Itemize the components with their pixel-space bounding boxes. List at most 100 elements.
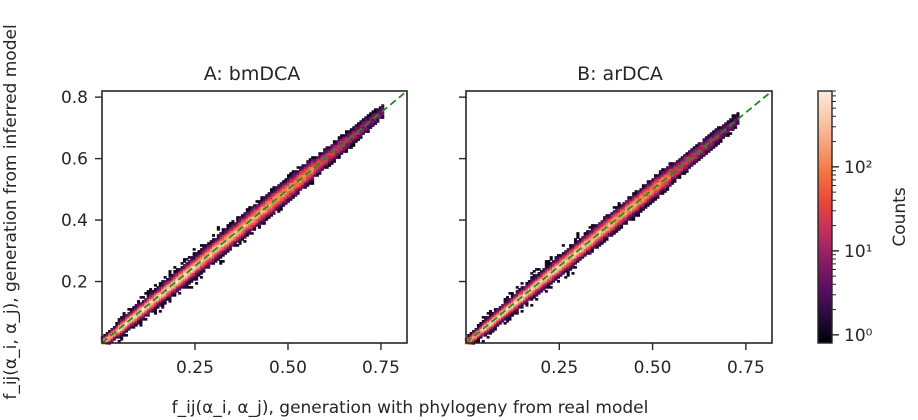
density-cell (262, 216, 266, 219)
density-cell (192, 256, 196, 259)
density-cell (554, 278, 558, 281)
density-cell (340, 148, 344, 151)
density-cell (129, 320, 133, 323)
density-cell (291, 178, 295, 181)
density-cell (299, 180, 303, 183)
density-cell (712, 134, 716, 137)
density-cell (532, 278, 536, 281)
density-cell (726, 120, 730, 123)
density-cell (527, 294, 531, 297)
density-cell (185, 262, 189, 265)
density-cell (607, 220, 611, 223)
density-cell (561, 252, 565, 255)
density-cell (692, 156, 696, 159)
density-cell (158, 300, 162, 303)
density-cell (515, 310, 519, 313)
density-cell (245, 218, 249, 221)
density-cell (590, 226, 594, 229)
density-cell (253, 224, 257, 227)
density-cell (108, 336, 112, 339)
density-cell (354, 128, 358, 131)
density-cell (658, 192, 662, 195)
density-cell (301, 178, 305, 181)
density-cell (233, 230, 237, 233)
density-cell (680, 166, 684, 169)
density-cell (289, 182, 293, 185)
density-cell (484, 330, 488, 333)
density-cell (265, 218, 269, 221)
density-cell (469, 336, 473, 339)
density-cell (320, 158, 324, 161)
density-cell (690, 148, 694, 151)
density-cell (192, 254, 196, 257)
density-cell (552, 268, 556, 271)
density-cell (241, 222, 245, 225)
density-cell (308, 164, 312, 167)
density-cell (248, 224, 252, 227)
density-cell (330, 154, 334, 157)
density-cell (248, 228, 252, 231)
density-cell (530, 272, 534, 275)
density-cell (513, 298, 517, 301)
density-cell (700, 150, 704, 153)
density-cell (566, 248, 570, 251)
density-cell (690, 150, 694, 153)
density-cell (547, 264, 551, 267)
density-cell (168, 298, 172, 301)
density-cell (337, 140, 341, 143)
density-cell (670, 176, 674, 179)
density-cell (484, 328, 488, 331)
density-cell (357, 138, 361, 141)
density-cell (195, 274, 199, 277)
density-cell (248, 206, 252, 209)
density-cell (134, 314, 138, 317)
density-cell (361, 130, 365, 133)
density-cell (233, 228, 237, 231)
density-cell (129, 324, 133, 327)
density-cell (279, 202, 283, 205)
density-cell (277, 202, 281, 205)
density-cell (583, 234, 587, 237)
density-cell (245, 230, 249, 233)
density-cell (144, 292, 148, 295)
density-cell (286, 180, 290, 183)
density-cell (265, 194, 269, 197)
density-cell (549, 280, 553, 283)
density-cell (277, 208, 281, 211)
density-cell (250, 212, 254, 215)
density-cell (219, 262, 223, 265)
density-cell (556, 262, 560, 265)
density-cell (479, 324, 483, 327)
density-cell (675, 176, 679, 179)
density-cell (161, 296, 165, 299)
density-cell (518, 306, 522, 309)
density-cell (690, 152, 694, 155)
density-cell (615, 220, 619, 223)
density-cell (583, 250, 587, 253)
density-cell (153, 308, 157, 311)
density-cell (590, 240, 594, 243)
density-cell (634, 214, 638, 217)
density-cell (595, 230, 599, 233)
density-cell (296, 182, 300, 185)
density-cell (192, 272, 196, 275)
density-cell (238, 220, 242, 223)
density-cell (513, 304, 517, 307)
density-cell (670, 166, 674, 169)
density-cell (658, 172, 662, 175)
density-cell (559, 270, 563, 273)
density-cell (539, 280, 544, 283)
density-cell (175, 276, 179, 279)
density-cell (520, 292, 524, 295)
density-cell (212, 240, 216, 243)
density-cell (294, 170, 298, 173)
density-cell (151, 308, 155, 311)
density-cell (332, 152, 336, 155)
density-cell (549, 266, 553, 269)
density-cell (586, 252, 590, 255)
density-cell (137, 302, 141, 305)
density-cell (554, 272, 558, 275)
density-cell (506, 306, 510, 309)
density-cell (219, 232, 223, 235)
density-cell (332, 144, 336, 147)
